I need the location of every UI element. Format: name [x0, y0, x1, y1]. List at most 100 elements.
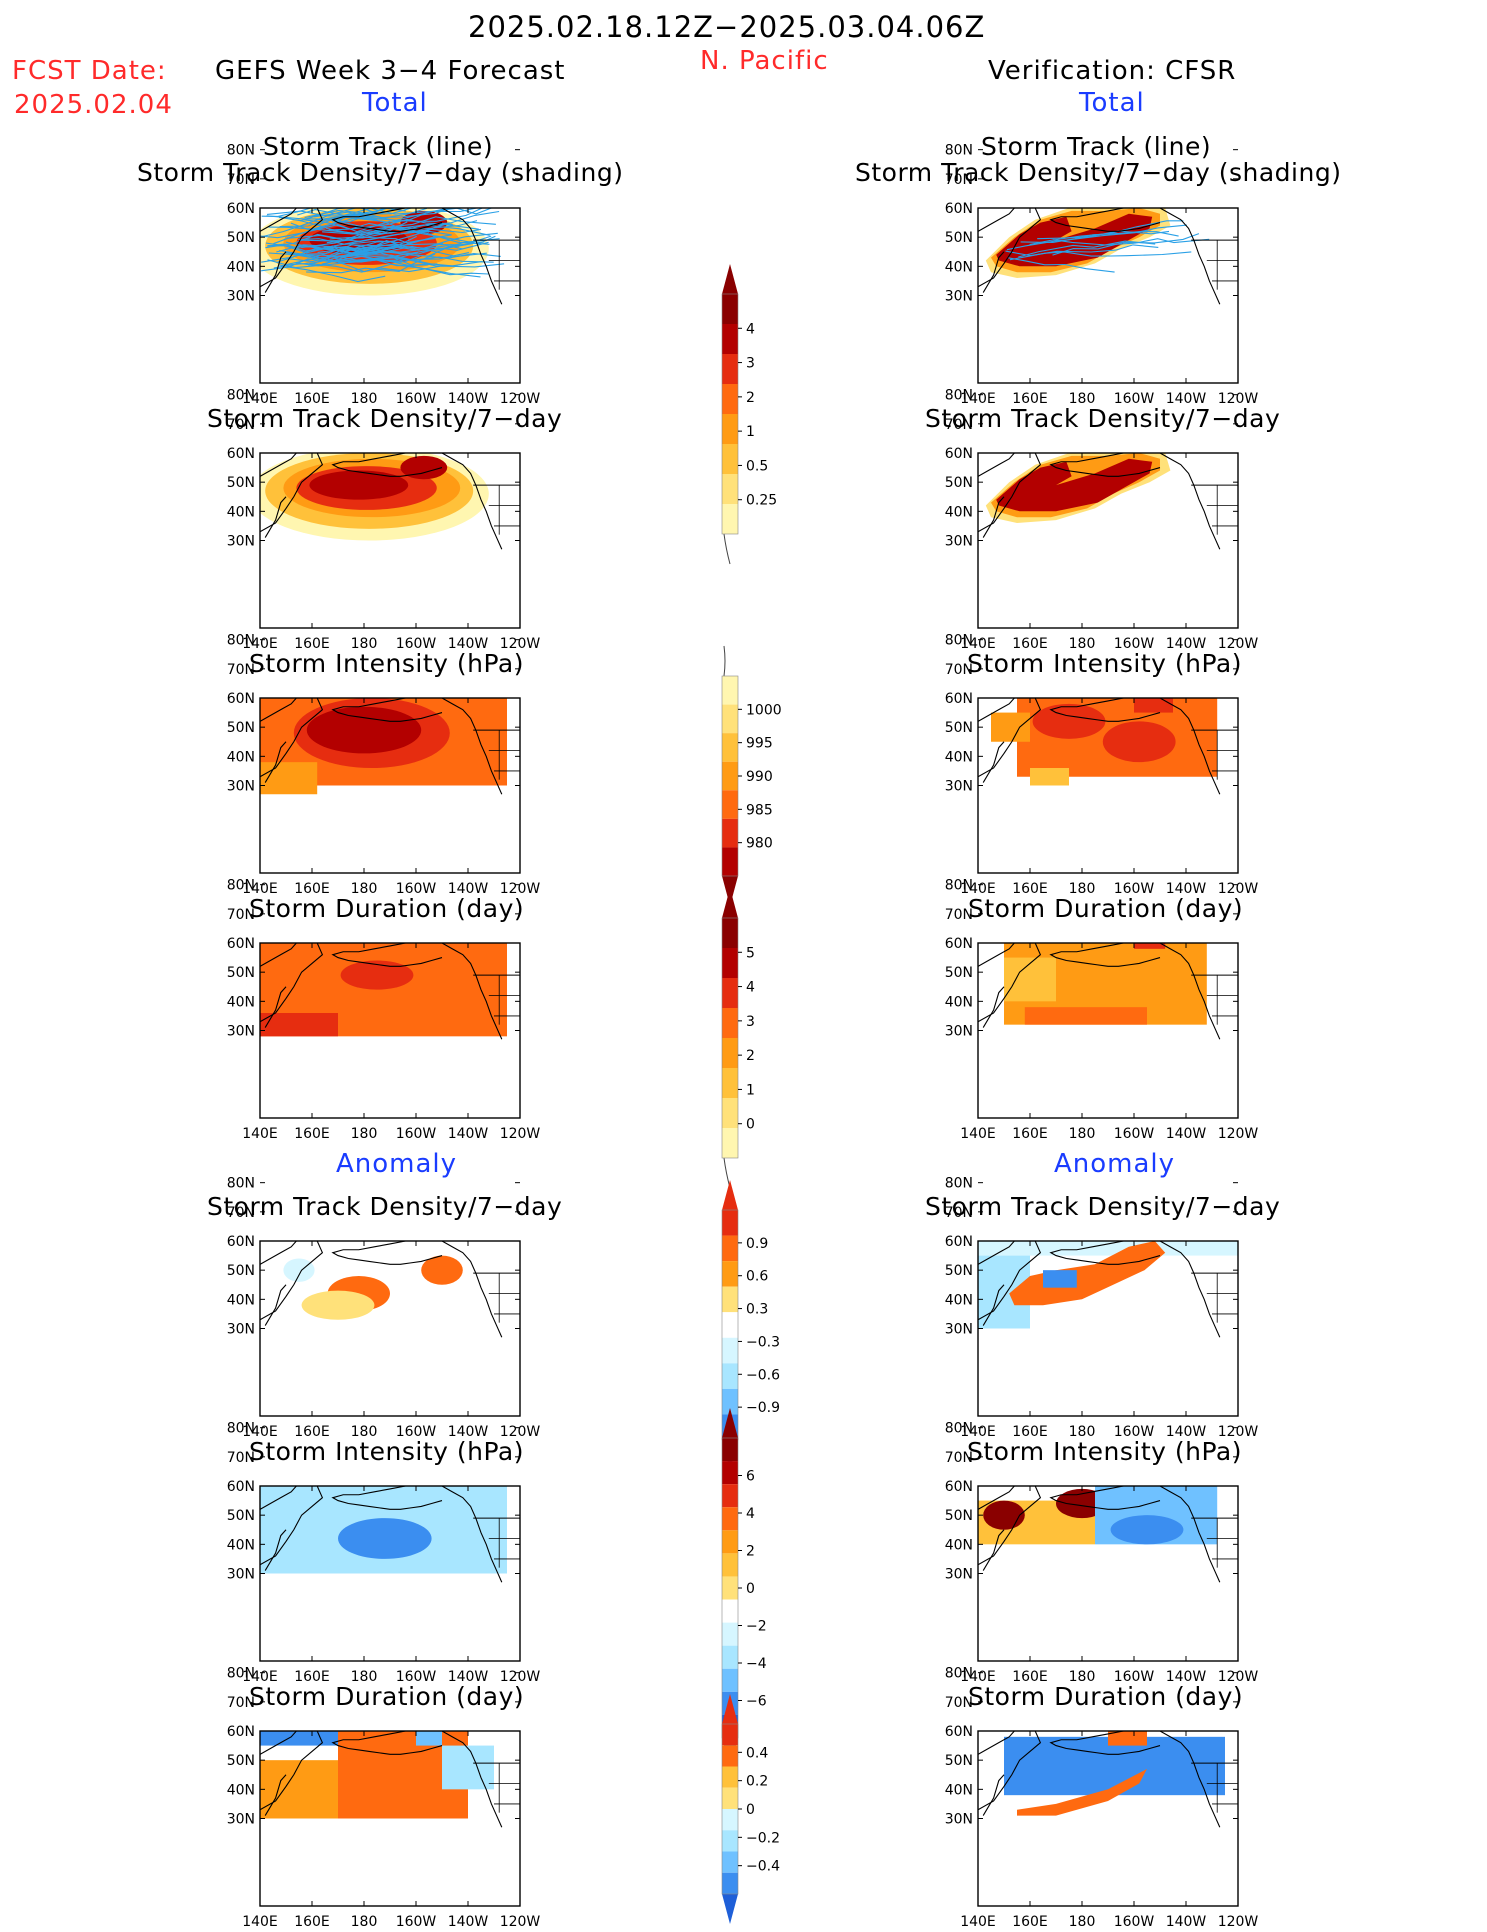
y-tick-label: 50N: [945, 965, 973, 981]
field: [260, 1183, 520, 1344]
colorbar-label: 4: [746, 1506, 755, 1522]
colorbar-swatch: [722, 1645, 738, 1669]
storm-track-line: [285, 232, 498, 252]
storm-track-line: [261, 228, 481, 263]
colorbar-density-anom: 0.9 0.6 0.3 −0.3 −0.6 −0.9: [720, 1180, 810, 1474]
storm-track-line: [1005, 244, 1159, 257]
x-tick-label: 160E: [294, 1424, 330, 1440]
x-tick-label: 140W: [1166, 636, 1207, 652]
coast-north-america: [1049, 1241, 1221, 1338]
x-tick-label: 120W: [500, 391, 541, 407]
y-tick-label: 50N: [945, 720, 973, 736]
colorbar-label: 0: [746, 1581, 755, 1597]
colorbar-label: 6: [746, 1469, 755, 1485]
storm-track-line: [297, 208, 487, 217]
field: [978, 1731, 1238, 1834]
colorbar-label: 2: [746, 1048, 755, 1064]
duration-core: [340, 960, 414, 990]
coast-okhotsk: [260, 1486, 298, 1510]
storm-track-line: [306, 253, 436, 274]
storm-track-line: [1052, 238, 1210, 246]
map-panel-r2: 30N 40N 50N 60N 70N 80N 140E 160E 180 160W 140W 120…: [908, 388, 1259, 654]
intensity-core-b: [1102, 721, 1176, 763]
colorbar-swatch: [722, 847, 738, 876]
colorbar-swatch: [722, 1210, 738, 1236]
x-tick-label: 160W: [1114, 391, 1155, 407]
y-tick-label: 60N: [945, 936, 973, 952]
colorbar-label: 2: [746, 1544, 755, 1560]
colorbar-swatch: [722, 761, 738, 791]
x-tick-label: 160E: [1012, 1424, 1048, 1440]
anom-dur-pos-gulf: [1108, 1731, 1147, 1746]
intensity-core-a: [1032, 703, 1106, 739]
anom-dur-neg-gulf: [416, 1731, 442, 1746]
coast-japan: [982, 986, 1005, 1028]
panel-title-l1a: Storm Track (line): [263, 132, 494, 161]
x-tick-label: 160W: [396, 881, 437, 897]
arctic-island: [462, 1183, 474, 1189]
x-tick-label: 160W: [1114, 1424, 1155, 1440]
x-tick-label: 140E: [960, 391, 996, 407]
storm-track-line: [326, 220, 478, 236]
storm-track-line: [301, 222, 452, 249]
coast-okhotsk: [978, 453, 1016, 477]
y-tick-label: 80N: [227, 143, 255, 159]
storm-track-line: [278, 208, 406, 222]
x-tick-label: 180: [1069, 881, 1096, 897]
y-tick-label: 50N: [945, 1753, 973, 1769]
anom-density-pos-halo: [301, 1290, 375, 1320]
y-tick-label: 70N: [227, 417, 255, 433]
x-tick-label: 140W: [448, 1669, 489, 1685]
x-tick-label: 180: [351, 1126, 378, 1142]
y-tick-label: 40N: [227, 1537, 255, 1553]
y-tick-label: 80N: [227, 388, 255, 404]
colorbar-swatch: [722, 1235, 738, 1262]
storm-track-line: [286, 229, 452, 242]
coast-north-america: [331, 943, 503, 1040]
panel-title-r5: Storm Track Density/7−day: [925, 1192, 1281, 1221]
colorbar-swatch: [722, 1337, 738, 1364]
y-tick-label: 30N: [227, 1812, 255, 1828]
storm-track-line: [260, 220, 391, 239]
colorbar-label: −0.4: [746, 1859, 780, 1875]
x-tick-label: 160W: [1114, 881, 1155, 897]
x-tick-label: 180: [1069, 1914, 1096, 1930]
y-tick-label: 50N: [227, 1508, 255, 1524]
density-contour-4: [996, 213, 1153, 267]
colorbar-duration-svg: 5 4 3 2 1 0: [721, 888, 755, 1189]
coast-okhotsk: [260, 943, 298, 967]
arctic-island: [1201, 1186, 1213, 1192]
storm-track-line: [296, 252, 501, 263]
colorbar-swatch: [722, 414, 738, 444]
anom-density-neg-bg: [978, 1241, 1238, 1256]
field: [978, 943, 1238, 1046]
anom-dur-pos-sw: [260, 1760, 338, 1819]
colorbar-label: 5: [746, 945, 755, 961]
x-tick-label: 140E: [242, 1424, 278, 1440]
colorbar-label: 3: [746, 356, 755, 372]
y-tick-label: 50N: [227, 1753, 255, 1769]
colorbar-frame: [721, 917, 739, 1159]
y-tick-label: 30N: [945, 1812, 973, 1828]
fcst-date-value: 2025.02.04: [14, 90, 173, 120]
y-tick-label: 70N: [945, 1205, 973, 1221]
map-panel-r5: 30N 40N 50N 60N 70N 80N 140E 160E 180 160W 140W 120…: [908, 1176, 1259, 1442]
colorbar-swatch: [722, 1286, 738, 1313]
colorbar-label: 990: [746, 769, 773, 785]
verification-title: Verification: CFSR: [988, 56, 1237, 86]
coast-north-america: [1049, 698, 1221, 795]
y-tick-label: 80N: [945, 633, 973, 649]
colorbar-swatch: [722, 504, 738, 534]
x-tick-label: 160E: [1012, 1669, 1048, 1685]
panel-title-r4: Storm Duration (day): [968, 894, 1244, 923]
coast-japan: [264, 986, 287, 1028]
x-tick-label: 120W: [1218, 636, 1259, 652]
coast-asia: [978, 1731, 1042, 1811]
coast-japan: [264, 1284, 287, 1326]
